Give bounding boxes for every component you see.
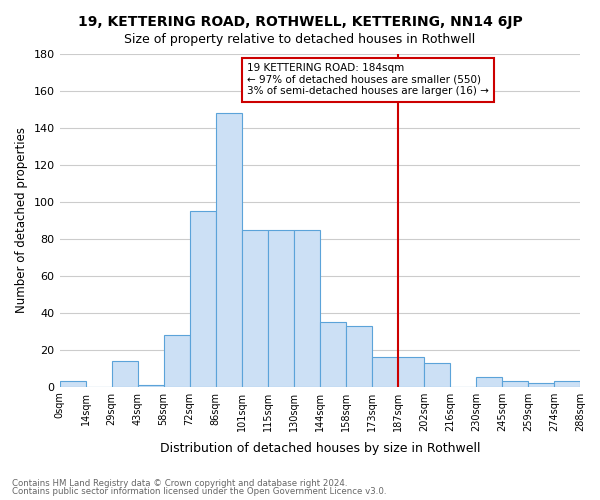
Bar (424, 362, 450, 386)
Bar (398, 357, 424, 386)
Text: Contains public sector information licensed under the Open Government Licence v3: Contains public sector information licen… (12, 487, 386, 496)
X-axis label: Distribution of detached houses by size in Rothwell: Distribution of detached houses by size … (160, 442, 480, 455)
Text: Size of property relative to detached houses in Rothwell: Size of property relative to detached ho… (124, 32, 476, 46)
Bar (268, 230, 294, 386)
Bar (320, 322, 346, 386)
Bar (554, 381, 580, 386)
Bar (476, 378, 502, 386)
Bar (59, 381, 86, 386)
Bar (372, 357, 398, 386)
Bar (294, 230, 320, 386)
Bar (112, 361, 137, 386)
Bar (164, 335, 190, 386)
Bar (190, 211, 215, 386)
Text: 19 KETTERING ROAD: 184sqm
← 97% of detached houses are smaller (550)
3% of semi-: 19 KETTERING ROAD: 184sqm ← 97% of detac… (247, 63, 489, 96)
Bar (215, 113, 242, 386)
Bar (242, 230, 268, 386)
Bar (137, 385, 164, 386)
Y-axis label: Number of detached properties: Number of detached properties (15, 128, 28, 314)
Text: Contains HM Land Registry data © Crown copyright and database right 2024.: Contains HM Land Registry data © Crown c… (12, 478, 347, 488)
Bar (346, 326, 372, 386)
Text: 19, KETTERING ROAD, ROTHWELL, KETTERING, NN14 6JP: 19, KETTERING ROAD, ROTHWELL, KETTERING,… (77, 15, 523, 29)
Bar (528, 383, 554, 386)
Bar (502, 381, 528, 386)
